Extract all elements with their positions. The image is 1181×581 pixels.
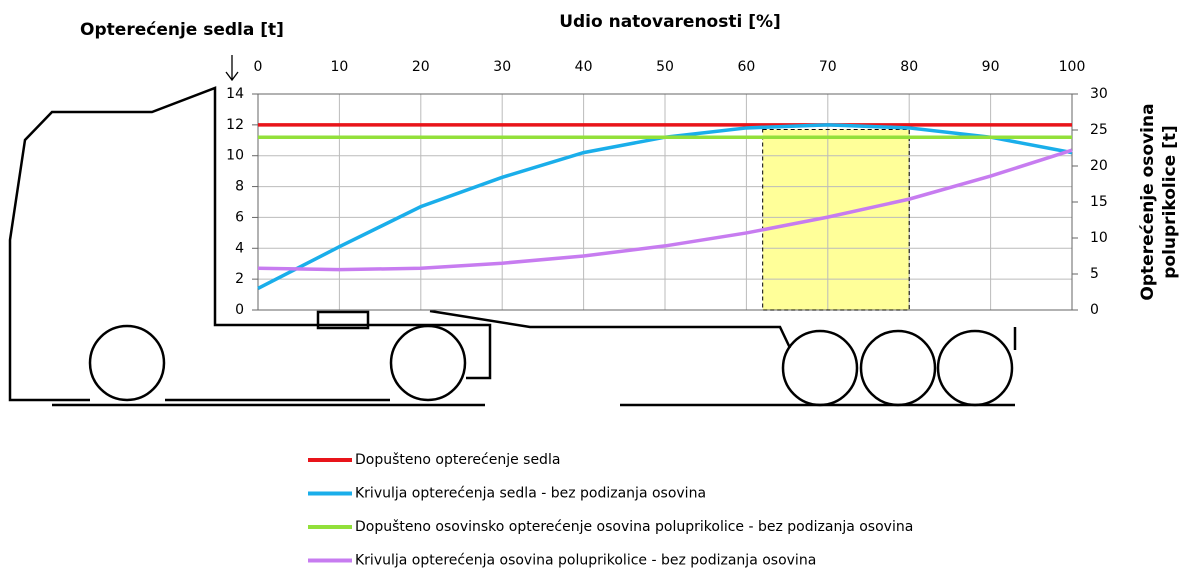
y2-axis-title: Opterećenje osovina: [1138, 103, 1158, 300]
x-tick-label: 40: [575, 59, 593, 75]
truck: [8, 55, 1017, 407]
x-tick-label: 60: [737, 59, 755, 75]
x-tick-label: 50: [656, 59, 674, 75]
y2-tick-label: 5: [1090, 266, 1099, 282]
legend-label: Krivulja opterećenja osovina poluprikoli…: [355, 553, 816, 569]
y-tick-label: 8: [235, 179, 244, 195]
highlight-border: [762, 128, 910, 311]
y-tick-label: 0: [235, 302, 244, 318]
x-tick-label: 80: [900, 59, 918, 75]
y2-axis-title: poluprikolice [t]: [1160, 125, 1180, 279]
y2-tick-label: 0: [1090, 302, 1099, 318]
y2-tick-label: 15: [1090, 194, 1108, 210]
x-tick-label: 90: [982, 59, 1000, 75]
y2-tick-label: 10: [1090, 230, 1108, 246]
chart-title: Udio natovarenosti [%]: [559, 12, 781, 32]
x-tick-label: 20: [412, 59, 430, 75]
legend-label: Krivulja opterećenja sedla - bez podizan…: [355, 486, 706, 502]
x-tick-label: 30: [493, 59, 511, 75]
series-line: [257, 148, 1073, 272]
x-tick-label: 100: [1059, 59, 1086, 75]
y-axis-title: Opterećenje sedla [t]: [80, 20, 284, 40]
y-tick-label: 2: [235, 271, 244, 287]
x-tick-label: 0: [254, 59, 263, 75]
y2-tick-label: 25: [1090, 122, 1108, 138]
x-tick-label: 10: [330, 59, 348, 75]
y2-tick-label: 30: [1090, 86, 1108, 102]
plot-frame: [257, 93, 1073, 311]
legend-label: Dopušteno osovinsko opterećenje osovina …: [355, 519, 913, 535]
highlight: [762, 129, 910, 310]
y2-tick-label: 20: [1090, 158, 1108, 174]
legend-label: Dopušteno opterećenje sedla: [355, 452, 560, 468]
x-tick-label: 70: [819, 59, 837, 75]
y-tick-label: 14: [226, 86, 244, 102]
y-tick-label: 12: [226, 117, 244, 133]
y-tick-label: 10: [226, 148, 244, 164]
y-tick-label: 6: [235, 209, 244, 225]
y-tick-label: 4: [235, 240, 244, 256]
